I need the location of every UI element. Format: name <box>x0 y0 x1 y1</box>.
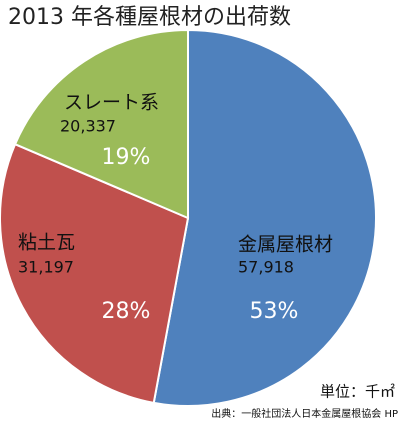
slice-percent: 19% <box>102 145 151 170</box>
pie-slice <box>13 28 189 220</box>
slice-value: 57,918 <box>238 258 294 277</box>
slice-percent: 53% <box>250 299 299 324</box>
slice-name: 金属屋根材 <box>238 234 333 256</box>
slice-value: 20,337 <box>60 117 116 136</box>
chart-title: 2013 年各種屋根材の出荷数 <box>8 5 291 30</box>
slice-name: 粘土瓦 <box>18 232 75 254</box>
pie <box>0 28 377 407</box>
unit-note: 単位：千㎡ <box>320 383 395 401</box>
slice-name: スレート系 <box>64 92 159 114</box>
pie-slice <box>152 28 377 407</box>
source-note: 出典：一般社団法人日本金属屋根協会 HP <box>211 407 398 420</box>
pie-slice <box>0 142 190 405</box>
slice-percent: 28% <box>102 299 151 324</box>
slice-value: 31,197 <box>18 258 74 277</box>
